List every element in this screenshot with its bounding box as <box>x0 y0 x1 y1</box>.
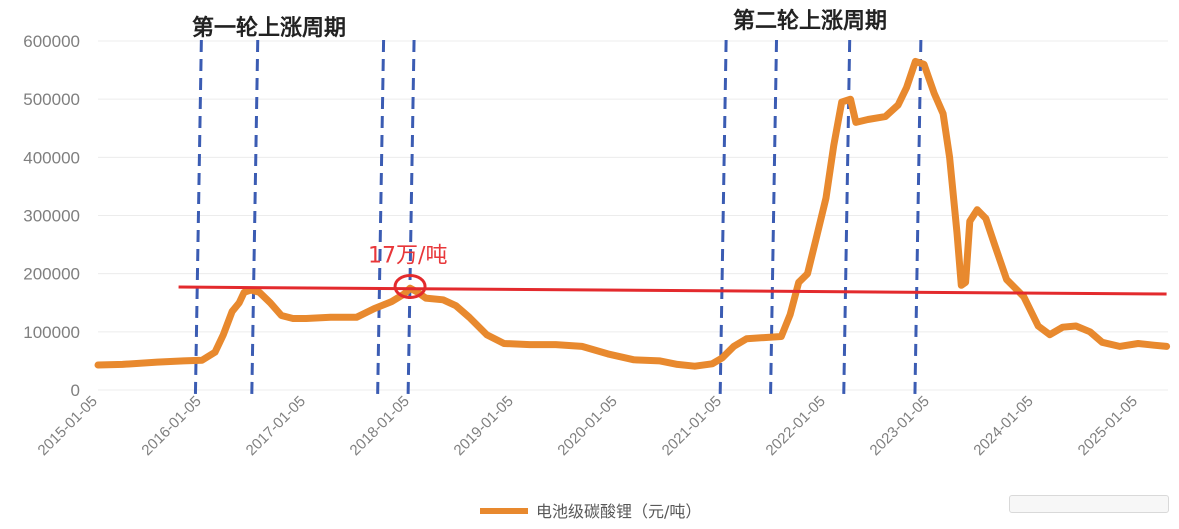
y-axis-ticks: 0 100000 200000 300000 400000 500000 600000 <box>23 32 80 400</box>
x-tick-label: 2022-01-05 <box>763 393 829 459</box>
vertical-marker <box>913 39 923 399</box>
series-line <box>94 57 1171 370</box>
vertical-marker <box>842 39 852 399</box>
x-tick-label: 2015-01-05 <box>35 393 101 459</box>
x-tick-label: 2018-01-05 <box>347 393 413 459</box>
x-tick-label: 2016-01-05 <box>138 393 204 459</box>
watermark <box>1009 489 1169 517</box>
y-tick-label: 600000 <box>23 32 80 51</box>
y-tick-label: 500000 <box>23 90 80 109</box>
phase2-label: 第二轮上涨周期 <box>733 8 887 34</box>
vertical-marker <box>193 39 203 399</box>
price-annotation: 17万/吨 <box>368 243 447 268</box>
x-tick-label: 2025-01-05 <box>1075 393 1141 459</box>
vertical-marker <box>376 39 386 399</box>
x-tick-label: 2024-01-05 <box>970 393 1036 459</box>
y-tick-label: 300000 <box>23 207 80 226</box>
vertical-marker <box>718 39 728 399</box>
legend: 电池级碳酸锂（元/吨） <box>480 502 701 521</box>
y-tick-label: 200000 <box>23 265 80 284</box>
y-tick-label: 0 <box>71 381 80 400</box>
phase1-label: 第一轮上涨周期 <box>192 15 346 41</box>
x-tick-label: 2023-01-05 <box>867 393 933 459</box>
vertical-marker <box>406 39 416 399</box>
x-tick-label: 2020-01-05 <box>554 393 620 459</box>
y-tick-label: 100000 <box>23 323 80 342</box>
reference-line <box>178 285 1167 296</box>
x-axis-ticks: 2015-01-05 2016-01-05 2017-01-05 2018-01-05… <box>35 393 1141 459</box>
y-tick-label: 400000 <box>23 148 80 167</box>
legend-label: 电池级碳酸锂（元/吨） <box>536 502 701 521</box>
vertical-marker <box>250 39 260 399</box>
vertical-marker <box>769 39 779 399</box>
gridlines <box>98 40 1168 391</box>
x-tick-label: 2017-01-05 <box>243 393 309 459</box>
x-tick-label: 2021-01-05 <box>659 393 725 459</box>
x-tick-label: 2019-01-05 <box>451 393 517 459</box>
price-highlight-circle <box>393 273 427 299</box>
